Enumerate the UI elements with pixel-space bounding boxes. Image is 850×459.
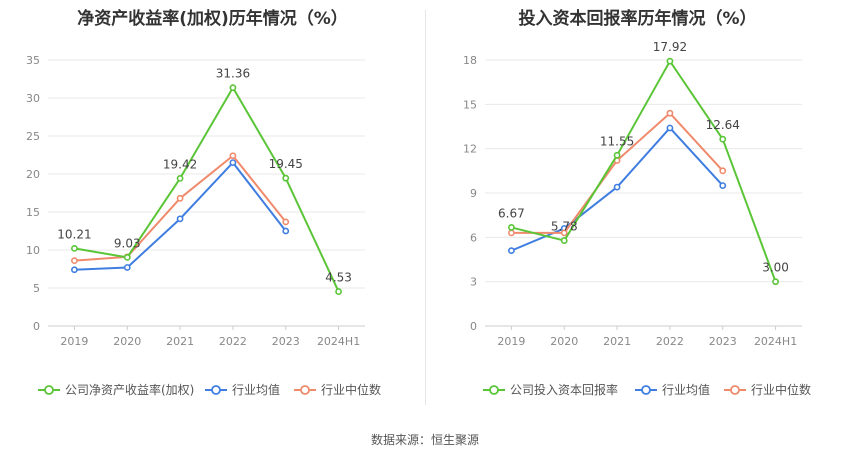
data-label: 5.78 [551,220,578,234]
data-point [719,167,727,175]
legend-label: 行业中位数 [751,382,811,397]
legend-label: 公司净资产收益率(加权) [65,382,194,397]
y-tick-label: 15 [463,98,477,111]
data-point [282,174,290,182]
data-point [335,288,342,295]
y-tick-label: 18 [463,54,477,67]
x-tick-label: 2023 [272,335,300,348]
y-tick-label: 10 [26,244,40,257]
data-label: 4.53 [325,271,352,285]
data-point [719,182,727,190]
data-label: 3.00 [762,261,789,275]
data-point [613,151,621,159]
legend-label: 行业中位数 [321,382,381,397]
data-point [508,229,515,237]
y-tick-label: 25 [26,130,40,143]
legend-marker [300,385,310,395]
data-point [71,266,78,274]
x-tick-label: 2019 [497,335,525,348]
series-line [511,112,724,234]
y-tick-label: 6 [470,231,477,244]
data-point [176,194,184,202]
x-tick-label: 2022 [219,335,247,348]
roe-chart: 0 5 10 15 20 25 30 35 2019 2020 2021 2022 2023 2024H1… [26,54,381,397]
data-point [229,159,237,166]
y-tick-label: 5 [33,282,40,295]
data-point [560,229,568,237]
legend-marker [44,385,54,395]
y-tick-label: 9 [470,187,477,200]
data-point [508,247,515,255]
data-point [71,245,78,252]
x-tick-label: 2021 [603,335,631,348]
data-point [176,175,184,182]
x-tick-label: 2020 [113,335,141,348]
series-line [511,60,777,283]
data-label: 19.45 [269,157,303,171]
y-tick-label: 15 [26,206,40,219]
data-label: 19.42 [163,157,197,171]
x-tick-label: 2024H1 [317,335,360,348]
y-tick-label: 12 [463,143,477,156]
y-tick-label: 35 [26,54,40,67]
legend-marker [489,385,499,395]
data-source-note: 数据来源：恒生聚源 [370,433,479,447]
legend-label: 行业均值 [232,382,280,397]
data-point [508,224,515,231]
data-point [282,218,290,226]
data-point [666,57,674,65]
data-point [123,264,131,271]
roe-chart-panel: 净资产收益率(加权)历年情况（%） 0 5 10 15 20 25 30 35 2019 2020… [0,0,425,420]
legend-marker [730,385,740,395]
data-point [71,257,78,265]
data-label: 31.36 [216,67,250,81]
data-label: 17.92 [653,40,687,54]
legend-marker [211,385,221,395]
data-point [282,227,290,235]
data-point [666,109,674,117]
legend-marker [641,385,651,395]
data-point [772,278,779,286]
legend-label: 公司投入资本回报率 [510,382,618,397]
data-label: 9.03 [114,236,141,250]
x-tick-label: 2021 [166,335,194,348]
panel-divider [425,10,426,405]
data-point [719,135,727,143]
y-tick-label: 30 [26,92,40,105]
data-point [613,183,621,191]
data-point [123,253,131,261]
data-label: 12.64 [706,118,740,132]
x-tick-label: 2022 [656,335,684,348]
roic-chart: 0 3 6 9 12 15 18 2019 2020 2021 2022 2023 2024H1 6.67… [463,40,811,397]
data-point [229,84,237,92]
data-point [560,237,568,244]
x-tick-label: 2020 [550,335,578,348]
x-tick-label: 2019 [60,335,88,348]
series-line [74,154,287,262]
y-tick-label: 0 [470,320,477,333]
roe-chart-title: 净资产收益率(加权)历年情况（%） [77,9,348,29]
series-line [74,86,340,292]
data-label: 10.21 [57,227,91,241]
legend-label: 行业均值 [662,382,710,397]
roic-chart-title: 投入资本回报率历年情况（%） [518,9,757,29]
y-tick-label: 20 [26,168,40,181]
data-point [666,124,674,132]
data-label: 11.55 [600,134,634,148]
y-tick-label: 0 [33,320,40,333]
data-label: 6.67 [498,206,525,220]
roic-chart-panel: 投入资本回报率历年情况（%） 0 3 6 9 12 15 18 2019 2020 2021 202… [425,0,850,420]
y-tick-label: 3 [470,276,477,289]
data-point [229,152,237,160]
x-tick-label: 2024H1 [754,335,797,348]
x-tick-label: 2023 [709,335,737,348]
data-point [176,215,184,223]
